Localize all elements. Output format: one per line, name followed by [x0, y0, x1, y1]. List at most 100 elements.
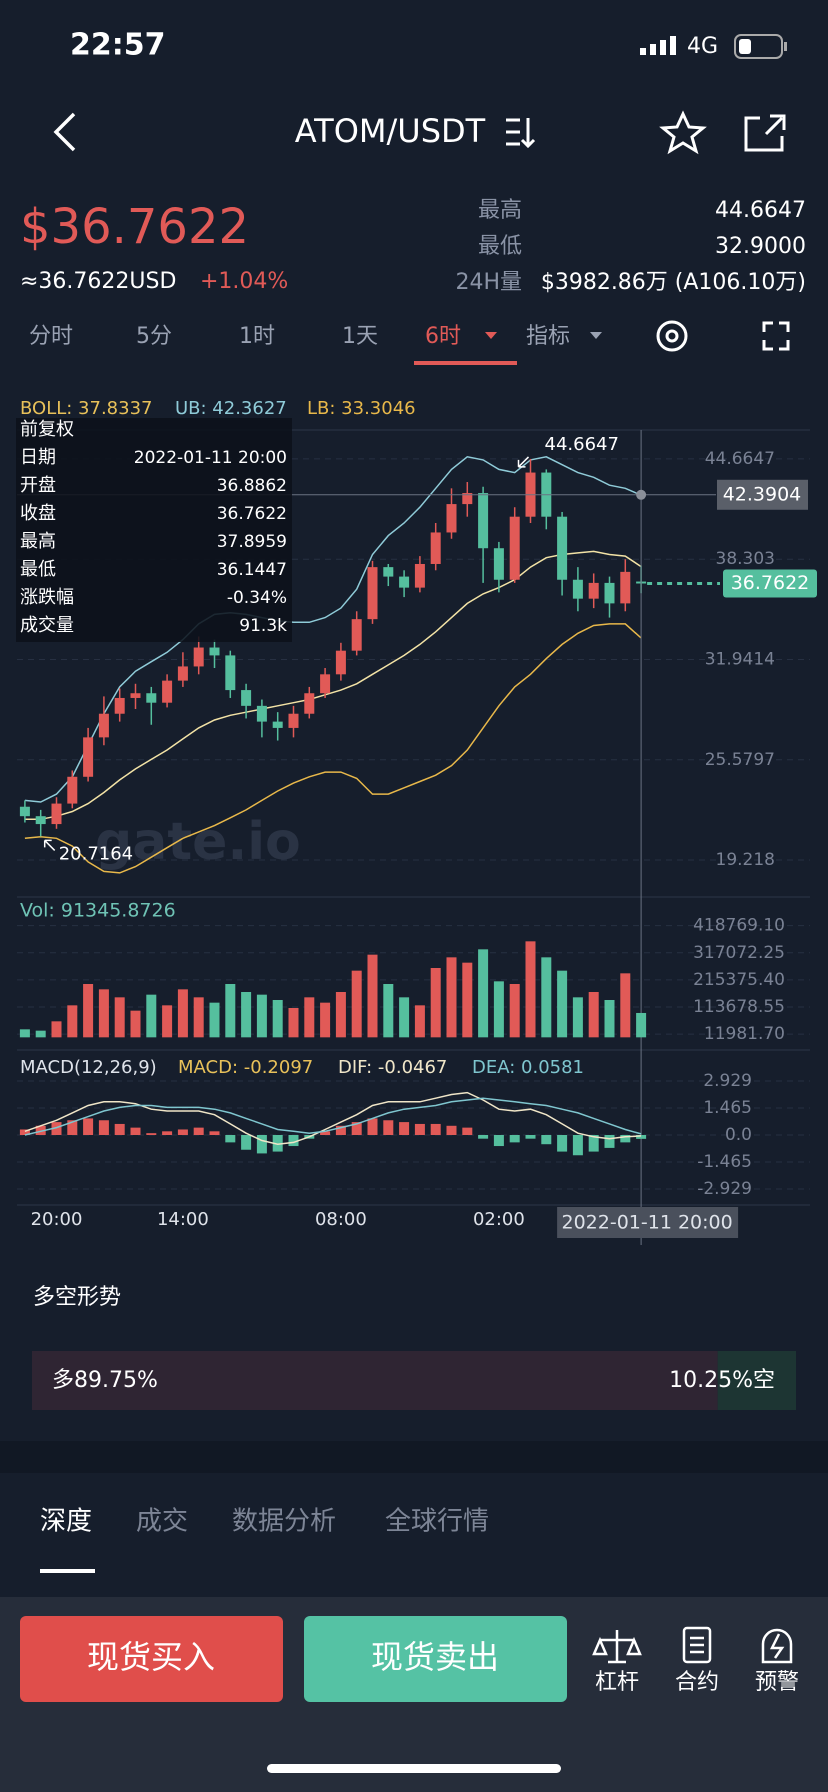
contract-icon[interactable]	[682, 1626, 712, 1664]
volume-bar	[146, 994, 157, 1038]
action-icon-label[interactable]: 合约	[675, 1670, 719, 1695]
info-label: 涨跌幅	[20, 587, 74, 608]
candle-body	[98, 713, 109, 738]
volume-bar	[162, 1005, 173, 1038]
candle-body	[414, 563, 425, 588]
candle-body	[604, 582, 615, 604]
dif-line	[24, 1091, 642, 1145]
volume-bar	[335, 992, 346, 1038]
back-button[interactable]	[53, 112, 76, 152]
pair-title[interactable]: ATOM/USDT	[295, 112, 486, 150]
separator	[0, 1441, 828, 1473]
info-box	[16, 418, 292, 642]
volume-bar	[177, 989, 188, 1038]
boll-upper	[24, 455, 642, 803]
alert-icon[interactable]	[761, 1628, 793, 1664]
dropdown-arrow	[485, 332, 497, 339]
interval-tab[interactable]: 指标	[526, 324, 570, 349]
stat-value: 44.6647	[715, 198, 806, 223]
fullscreen-button[interactable]	[762, 321, 790, 351]
crosshair-price-box	[717, 479, 808, 510]
candle-body	[146, 693, 157, 703]
interval-tab[interactable]: 分时	[29, 324, 73, 349]
macd-label: MACD(12,26,9)	[20, 1057, 157, 1078]
y-tick-label: 2.929	[703, 1071, 752, 1091]
stat-label: 最高	[478, 198, 522, 223]
interval-tab[interactable]: 6时	[425, 324, 461, 349]
sell-label[interactable]: 现货卖出	[371, 1638, 499, 1676]
action-icon-label[interactable]: 预警	[755, 1670, 799, 1695]
detail-tab[interactable]: 成交	[136, 1507, 188, 1537]
short-bar	[717, 1351, 796, 1410]
crosshair-dot	[636, 489, 647, 500]
candle-body	[383, 567, 394, 577]
info-label: 最低	[20, 559, 56, 580]
buy-label[interactable]: 现货买入	[87, 1638, 215, 1676]
volume-bar	[98, 989, 109, 1038]
macd-bar	[51, 1122, 62, 1135]
sell-button[interactable]	[304, 1616, 567, 1702]
info-label: 日期	[20, 447, 56, 468]
detail-tab[interactable]: 数据分析	[232, 1507, 336, 1537]
x-tick-label: 20:00	[31, 1209, 83, 1230]
volume-bar	[35, 1030, 46, 1038]
buy-button[interactable]	[20, 1616, 283, 1702]
pair-switch-icon[interactable]	[506, 118, 536, 149]
last-price: $36.7622	[20, 199, 249, 255]
y-tick-label: 25.5797	[705, 750, 775, 770]
volume-bar	[572, 997, 583, 1038]
volume-bar	[272, 1000, 283, 1038]
settings-button[interactable]	[656, 320, 688, 352]
candle-body	[162, 680, 173, 703]
interval-tab[interactable]: 5分	[136, 324, 172, 349]
macd-value-label: MACD: -0.2097	[178, 1057, 313, 1078]
stat-value: 32.9000	[715, 234, 806, 259]
candle-body	[304, 693, 315, 714]
detail-tab[interactable]: 全球行情	[385, 1507, 489, 1537]
leverage-icon[interactable]	[592, 1630, 642, 1664]
x-tick-label: 02:00	[473, 1209, 525, 1230]
candle-body	[509, 516, 520, 580]
x-highlight-box	[557, 1207, 739, 1238]
interval-tab[interactable]: 1天	[342, 324, 378, 349]
macd-bar	[146, 1133, 157, 1135]
volume-bar	[51, 1021, 62, 1038]
volume-bar	[588, 992, 599, 1038]
detail-tab[interactable]: 深度	[40, 1507, 92, 1537]
macd-bar	[620, 1135, 631, 1143]
boll-lower-label: LB: 33.3046	[307, 398, 416, 419]
clock: 22:57	[70, 28, 166, 63]
macd-bar	[399, 1122, 410, 1135]
y-tick-label: 31.9414	[705, 649, 775, 669]
macd-bar	[320, 1131, 331, 1135]
macd-bar	[383, 1120, 394, 1135]
volume-bar	[367, 954, 378, 1038]
candle-body	[620, 571, 631, 604]
volume-bar	[493, 981, 504, 1038]
volume-bar	[67, 1005, 78, 1038]
info-value: 37.8959	[217, 532, 287, 552]
macd-bar	[98, 1120, 109, 1135]
volume-bar	[304, 997, 315, 1038]
macd-bar	[414, 1123, 425, 1135]
stat-value: $3982.86万 (A106.10万)	[541, 270, 806, 295]
candle-body	[256, 705, 267, 722]
macd-bar	[256, 1135, 267, 1154]
y-tick-label: 418769.10	[693, 916, 785, 936]
info-value: 36.7622	[217, 504, 287, 524]
y-tick-label: -2.929	[697, 1179, 752, 1199]
last-price-box	[723, 569, 817, 598]
macd-bar	[462, 1127, 473, 1135]
y-tick-label: 113678.55	[693, 997, 785, 1017]
interval-tab[interactable]: 1时	[239, 324, 275, 349]
action-icon-label[interactable]: 杠杆	[595, 1670, 639, 1695]
volume-bar	[462, 962, 473, 1038]
favorite-button[interactable]	[659, 110, 707, 155]
macd-bar	[225, 1135, 236, 1143]
macd-bar	[288, 1135, 299, 1147]
info-value: 91.3k	[239, 616, 287, 636]
share-button[interactable]	[744, 114, 786, 152]
candle-body	[367, 567, 378, 620]
network: 4G	[687, 34, 718, 59]
